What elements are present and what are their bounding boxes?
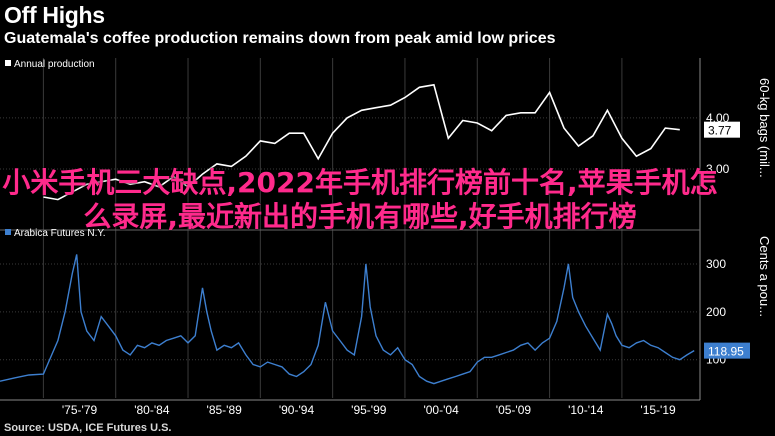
chart-title: Off Highs — [4, 2, 105, 28]
last-value-label: 118.95 — [708, 345, 744, 359]
series-line-arabica-futures — [0, 254, 695, 385]
y-tick-label: 200 — [706, 305, 726, 319]
y-tick-label: 3.00 — [706, 162, 730, 176]
x-tick-label: '95-'99 — [351, 403, 387, 417]
chart-subtitle: Guatemala's coffee production remains do… — [4, 30, 556, 47]
last-value-box — [704, 121, 740, 138]
x-tick-label: '90-'94 — [279, 403, 315, 417]
y-axis-label: Cents a pou... — [757, 236, 772, 317]
series-line-annual-production — [43, 83, 680, 201]
y-axis-label: 60-kg bags (mil... — [757, 78, 772, 178]
x-tick-label: '05-'09 — [496, 403, 532, 417]
legend-label: Arabica Futures N.Y. — [14, 228, 106, 239]
last-value-box — [704, 342, 750, 359]
x-tick-label: '00-'04 — [423, 403, 459, 417]
x-tick-label: '10-'14 — [568, 403, 604, 417]
legend-swatch — [5, 229, 11, 235]
y-tick-label: 4.00 — [706, 111, 730, 125]
y-tick-label: 300 — [706, 257, 726, 271]
x-tick-label: '85-'89 — [207, 403, 243, 417]
legend-swatch — [5, 60, 11, 66]
x-tick-label: '80-'84 — [134, 403, 170, 417]
x-tick-label: '75-'79 — [62, 403, 98, 417]
x-tick-label: '15-'19 — [640, 403, 676, 417]
source-note: Source: USDA, ICE Futures U.S. — [4, 422, 172, 434]
legend-label: Annual production — [14, 59, 95, 70]
overlay-watermark-text: 小米手机三大缺点,2022年手机排行榜前十名,苹果手机怎么录屏,最近新出的手机有… — [2, 166, 718, 233]
last-value-label: 3.77 — [708, 124, 732, 138]
